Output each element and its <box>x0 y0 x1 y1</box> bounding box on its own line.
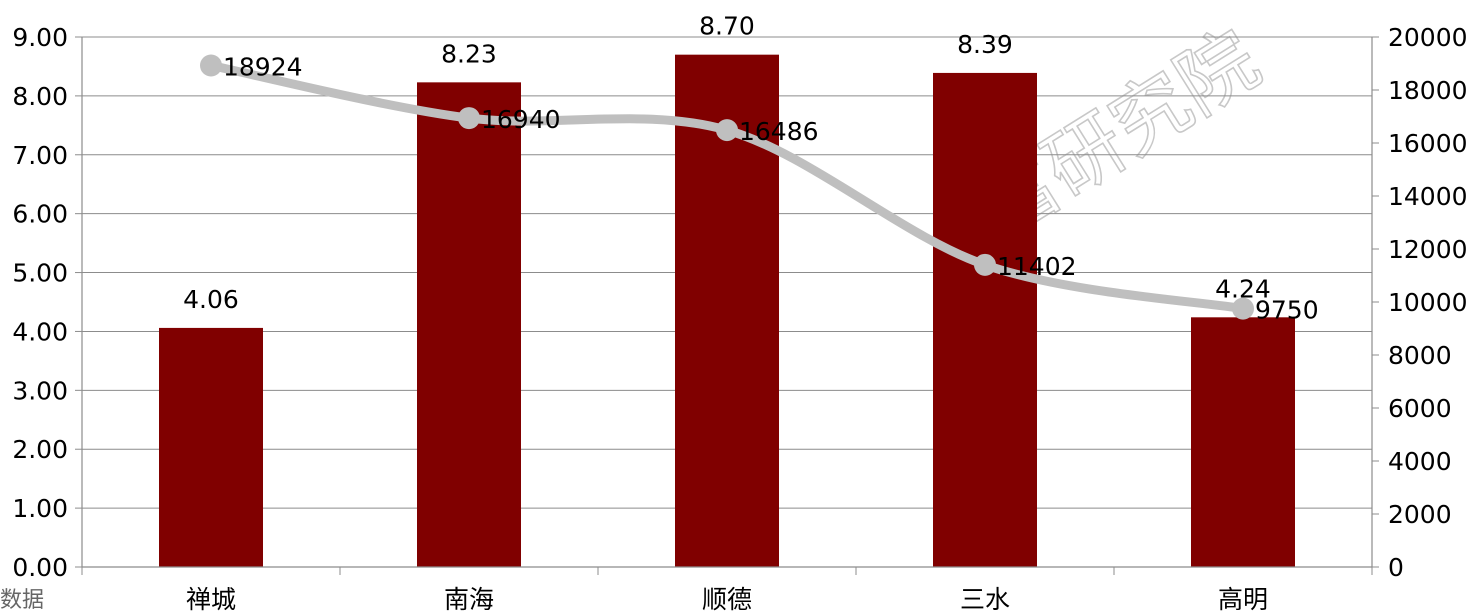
right-tick-label: 14000 <box>1388 182 1468 211</box>
left-tick-label: 1.00 <box>12 494 68 523</box>
line-value-label: 18924 <box>223 53 303 82</box>
left-tick-label: 6.00 <box>12 200 68 229</box>
right-tick-label: 2000 <box>1388 500 1452 529</box>
bar <box>1191 317 1295 567</box>
data-labels: 4.06 8.23 8.70 8.39 4.24 18924 16940 16486 11402… <box>183 12 1318 325</box>
left-tick-label: 4.00 <box>12 317 68 346</box>
right-tick-label: 18000 <box>1388 76 1468 105</box>
line-point <box>716 119 738 142</box>
right-tick-label: 4000 <box>1388 447 1452 476</box>
x-category-label: 禅城 <box>186 585 236 613</box>
right-tick-label: 8000 <box>1388 341 1452 370</box>
line-value-label: 11402 <box>997 252 1077 281</box>
bar-value-label: 8.70 <box>699 12 755 41</box>
left-tick-label: 5.00 <box>12 259 68 288</box>
x-category-label: 南海 <box>444 585 494 613</box>
bar <box>159 327 263 567</box>
x-category-label: 高明 <box>1218 585 1268 613</box>
right-tick-label: 6000 <box>1388 394 1452 423</box>
line-point <box>458 107 480 130</box>
source-note-fragment: 数据 <box>0 588 44 613</box>
right-tick-label: 0 <box>1388 553 1404 582</box>
right-tick-label: 10000 <box>1388 288 1468 317</box>
line-value-label: 16486 <box>739 117 819 146</box>
right-tick-label: 16000 <box>1388 129 1468 158</box>
line-point <box>200 54 222 77</box>
x-category-label: 三水 <box>960 585 1010 613</box>
bar-value-label: 8.39 <box>957 30 1013 59</box>
bar-value-label: 8.23 <box>441 39 497 68</box>
bar <box>417 82 521 567</box>
left-tick-label: 3.00 <box>12 376 68 405</box>
left-tick-label: 7.00 <box>12 141 68 170</box>
line-point <box>1232 297 1254 320</box>
bar-value-label: 4.06 <box>183 285 239 314</box>
right-tick-label: 20000 <box>1388 23 1468 52</box>
left-tick-label: 9.00 <box>12 23 68 52</box>
line-value-label: 16940 <box>481 105 561 134</box>
line-value-label: 9750 <box>1255 296 1319 325</box>
x-category-label: 顺德 <box>702 585 752 613</box>
bar <box>933 72 1037 567</box>
left-tick-label: 2.00 <box>12 435 68 464</box>
bar-value-label: 4.24 <box>1215 274 1271 303</box>
right-tick-label: 12000 <box>1388 235 1468 264</box>
left-tick-label: 0.00 <box>12 553 68 582</box>
axes: 0.00 1.00 2.00 3.00 4.00 5.00 6.00 7.00 8.00 9.00… <box>12 23 1467 613</box>
left-tick-label: 8.00 <box>12 82 68 111</box>
line-point <box>974 253 996 276</box>
line-series <box>200 54 1254 320</box>
